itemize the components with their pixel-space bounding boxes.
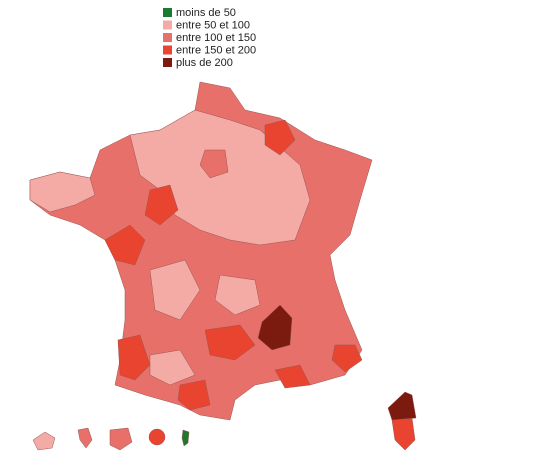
legend-label: entre 50 et 100 [176,19,250,31]
legend-label: entre 150 et 200 [176,44,256,56]
legend-swatch [163,45,172,55]
departements-light [29,171,96,213]
departements-red [274,364,311,389]
departements-red [331,344,363,373]
legend-label: plus de 200 [176,57,233,69]
la-reunion [148,428,166,446]
departements-red [204,324,256,361]
haute-corse [387,391,417,421]
overseas [32,427,190,451]
departements-mid [199,149,229,179]
corse-du-sud [391,417,416,451]
departements-dark [257,304,293,351]
mayotte [181,429,190,447]
guyane [109,427,133,451]
legend-swatch [163,8,172,17]
legend-swatch [163,33,172,42]
guadeloupe [32,431,56,451]
departements-red [144,184,179,226]
departements-light [149,259,201,321]
france-mainland [29,81,373,421]
departements-red [117,334,151,381]
corsica [387,391,417,451]
legend-label: entre 100 et 150 [176,32,256,44]
legend-swatch [163,20,172,30]
departements-light [214,274,261,316]
departements-red [177,379,211,411]
departements-red [104,224,146,266]
martinique [77,427,93,449]
departements-light [149,349,196,386]
legend-swatch [163,58,172,67]
legend-label: moins de 50 [176,7,236,19]
departements-red [264,119,296,156]
